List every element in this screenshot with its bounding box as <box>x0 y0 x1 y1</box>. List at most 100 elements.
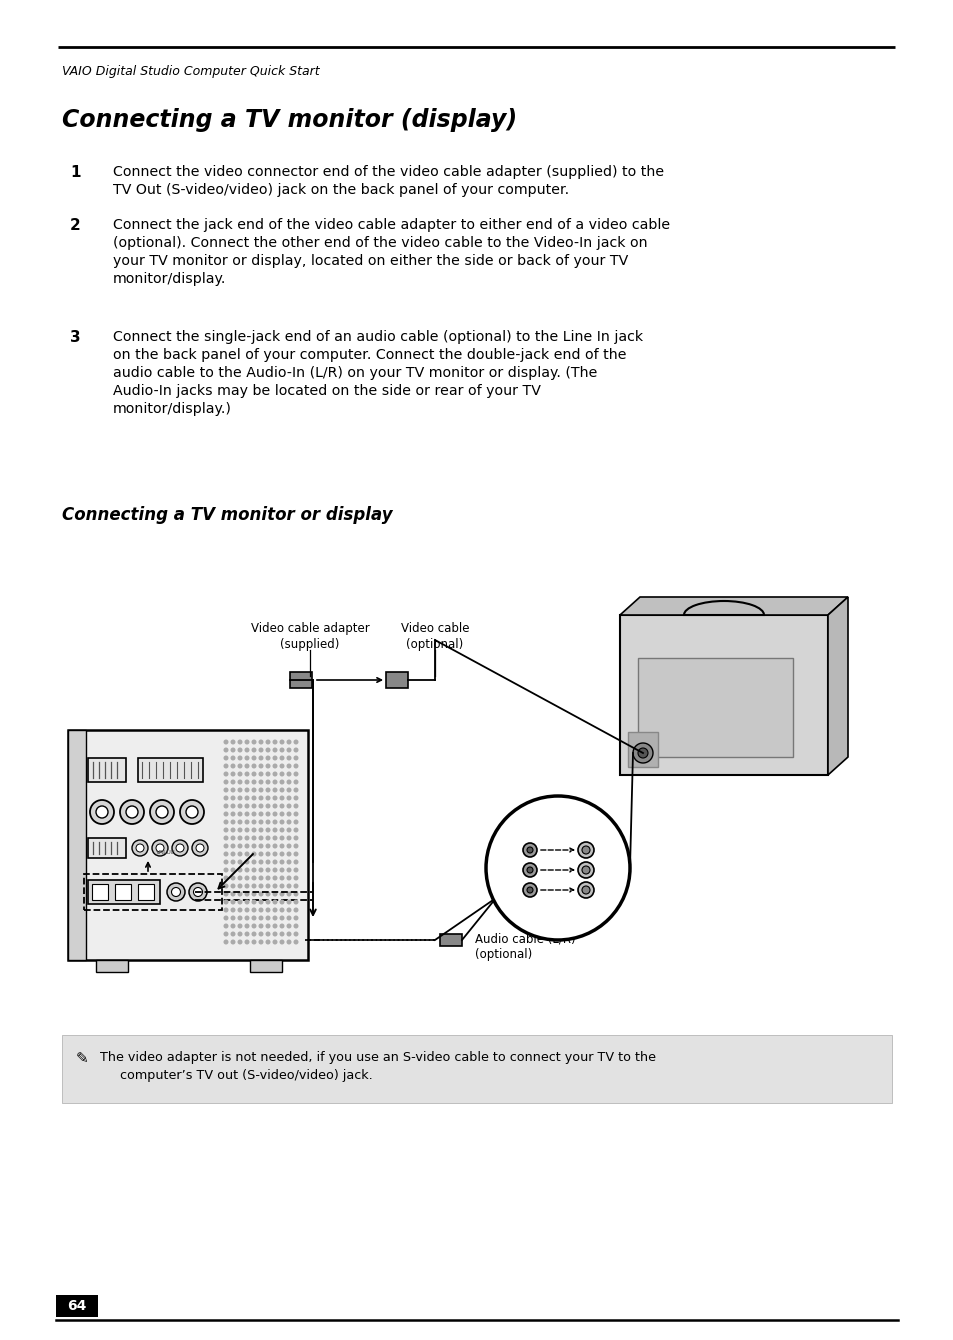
Circle shape <box>245 909 249 911</box>
Circle shape <box>294 748 297 752</box>
Circle shape <box>224 844 228 848</box>
Circle shape <box>238 876 241 880</box>
Circle shape <box>266 772 270 776</box>
Text: monitor/display.): monitor/display.) <box>112 402 232 415</box>
Circle shape <box>259 836 262 840</box>
Circle shape <box>252 844 255 848</box>
Circle shape <box>273 804 276 808</box>
Circle shape <box>581 866 589 874</box>
Circle shape <box>266 844 270 848</box>
FancyBboxPatch shape <box>88 880 160 904</box>
Circle shape <box>287 844 291 848</box>
Circle shape <box>245 900 249 903</box>
Circle shape <box>245 917 249 919</box>
Circle shape <box>273 748 276 752</box>
Circle shape <box>259 900 262 903</box>
Circle shape <box>266 812 270 816</box>
Circle shape <box>280 780 283 784</box>
Text: Audio-In jacks may be located on the side or rear of your TV: Audio-In jacks may be located on the sid… <box>112 385 540 398</box>
Circle shape <box>238 925 241 927</box>
Circle shape <box>294 892 297 896</box>
Text: audio cable to the Audio-In (L/R) on your TV monitor or display. (The: audio cable to the Audio-In (L/R) on you… <box>112 366 597 381</box>
Circle shape <box>273 884 276 888</box>
Circle shape <box>172 887 180 896</box>
Circle shape <box>273 892 276 896</box>
Bar <box>84 874 222 910</box>
Circle shape <box>238 836 241 840</box>
Circle shape <box>259 796 262 800</box>
Circle shape <box>224 909 228 911</box>
Circle shape <box>280 844 283 848</box>
Circle shape <box>252 852 255 856</box>
Circle shape <box>245 780 249 784</box>
Circle shape <box>238 933 241 935</box>
Circle shape <box>273 780 276 784</box>
Circle shape <box>245 836 249 840</box>
Circle shape <box>280 812 283 816</box>
Circle shape <box>259 884 262 888</box>
Circle shape <box>259 748 262 752</box>
Text: VALUE: VALUE <box>156 850 175 855</box>
Circle shape <box>259 740 262 744</box>
Circle shape <box>231 933 234 935</box>
Polygon shape <box>827 598 847 775</box>
Bar <box>68 730 86 959</box>
Text: Video cable adapter
(supplied): Video cable adapter (supplied) <box>251 622 369 651</box>
Circle shape <box>96 805 108 817</box>
Circle shape <box>224 748 228 752</box>
Circle shape <box>224 804 228 808</box>
Circle shape <box>245 812 249 816</box>
Circle shape <box>287 876 291 880</box>
Circle shape <box>273 852 276 856</box>
Circle shape <box>287 748 291 752</box>
Circle shape <box>259 828 262 832</box>
Circle shape <box>280 756 283 760</box>
Circle shape <box>287 772 291 776</box>
Circle shape <box>231 941 234 943</box>
Circle shape <box>287 756 291 760</box>
Circle shape <box>224 868 228 872</box>
Circle shape <box>259 804 262 808</box>
Bar <box>62 1034 891 1103</box>
Circle shape <box>522 883 537 896</box>
Circle shape <box>192 840 208 856</box>
Text: TV Out (S-video/video) jack on the back panel of your computer.: TV Out (S-video/video) jack on the back … <box>112 184 569 197</box>
Bar <box>250 959 282 972</box>
Circle shape <box>224 917 228 919</box>
Circle shape <box>186 805 198 817</box>
Text: Video cable
(optional): Video cable (optional) <box>400 622 469 651</box>
Circle shape <box>231 756 234 760</box>
Circle shape <box>287 941 291 943</box>
Circle shape <box>231 892 234 896</box>
Circle shape <box>280 748 283 752</box>
Text: (optional). Connect the other end of the video cable to the Video-In jack on: (optional). Connect the other end of the… <box>112 236 647 251</box>
Circle shape <box>238 764 241 768</box>
Circle shape <box>224 876 228 880</box>
Circle shape <box>259 868 262 872</box>
Circle shape <box>266 860 270 864</box>
Circle shape <box>245 772 249 776</box>
Circle shape <box>238 820 241 824</box>
Circle shape <box>252 820 255 824</box>
Circle shape <box>245 756 249 760</box>
Text: Connecting a TV monitor (display): Connecting a TV monitor (display) <box>62 109 517 133</box>
Circle shape <box>266 740 270 744</box>
Circle shape <box>252 804 255 808</box>
Circle shape <box>280 740 283 744</box>
Circle shape <box>245 925 249 927</box>
Circle shape <box>287 788 291 792</box>
Circle shape <box>189 883 207 900</box>
Circle shape <box>252 941 255 943</box>
Circle shape <box>280 868 283 872</box>
Circle shape <box>287 796 291 800</box>
Text: The video adapter is not needed, if you use an S-video cable to connect your TV : The video adapter is not needed, if you … <box>100 1051 656 1064</box>
Circle shape <box>231 740 234 744</box>
Circle shape <box>224 884 228 888</box>
Circle shape <box>259 933 262 935</box>
Circle shape <box>252 836 255 840</box>
Circle shape <box>287 909 291 911</box>
Circle shape <box>578 882 594 898</box>
Circle shape <box>259 772 262 776</box>
Text: on the back panel of your computer. Connect the double-jack end of the: on the back panel of your computer. Conn… <box>112 348 626 362</box>
Circle shape <box>287 820 291 824</box>
